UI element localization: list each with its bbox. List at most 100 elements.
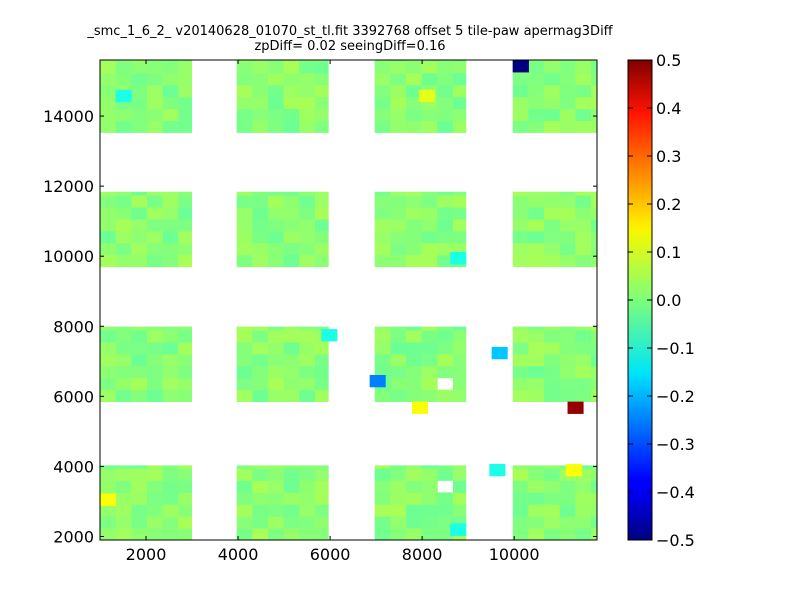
heatmap-cell bbox=[575, 342, 592, 355]
heatmap-cell bbox=[267, 389, 285, 402]
heatmap-cell bbox=[314, 389, 329, 402]
heatmap-cell bbox=[236, 219, 253, 232]
heatmap-cell bbox=[178, 195, 192, 208]
heatmap-cell bbox=[374, 342, 391, 355]
heatmap-cell bbox=[314, 528, 329, 541]
heatmap-cell bbox=[283, 242, 300, 256]
heatmap-cell bbox=[421, 207, 438, 220]
heatmap-cell bbox=[406, 254, 423, 268]
heatmap-cell bbox=[390, 480, 407, 493]
heatmap-cell bbox=[283, 504, 300, 517]
heatmap-cell bbox=[374, 191, 391, 196]
heatmap-cell bbox=[421, 330, 438, 343]
heatmap-cell bbox=[100, 516, 117, 529]
heatmap-cell bbox=[559, 96, 576, 110]
heatmap-cell bbox=[283, 326, 300, 331]
heatmap-cell bbox=[559, 61, 576, 74]
heatmap-cell bbox=[575, 120, 592, 133]
heatmap-cell bbox=[314, 120, 329, 133]
x-tick-label: 10000 bbox=[489, 545, 540, 564]
heatmap-cell bbox=[299, 342, 316, 355]
heatmap-cell bbox=[452, 60, 467, 62]
y-tick-label: 14000 bbox=[43, 107, 94, 126]
heatmap-cell bbox=[437, 230, 454, 244]
heatmap-cell bbox=[236, 242, 253, 256]
heatmap-cell bbox=[528, 389, 545, 402]
heatmap-cell bbox=[100, 480, 117, 493]
heatmap-cell bbox=[100, 465, 117, 469]
heatmap-cell bbox=[131, 195, 148, 208]
heatmap-cell bbox=[162, 108, 179, 122]
heatmap-cell bbox=[437, 492, 454, 505]
heatmap-cell bbox=[283, 389, 300, 402]
heatmap-cell bbox=[544, 389, 561, 402]
heatmap-cell bbox=[314, 353, 329, 367]
heatmap-cell bbox=[314, 219, 329, 232]
heatmap-cell bbox=[421, 504, 438, 517]
heatmap-cell bbox=[575, 377, 592, 391]
heatmap-cell bbox=[544, 468, 561, 481]
heatmap-cell bbox=[146, 504, 163, 517]
heatmap-cell bbox=[544, 195, 561, 208]
heatmap-cell bbox=[299, 230, 316, 244]
heatmap-cell bbox=[421, 468, 438, 481]
heatmap-cell bbox=[452, 342, 467, 355]
heatmap-cell bbox=[559, 84, 576, 98]
heatmap-cell bbox=[321, 329, 338, 342]
heatmap-cell bbox=[236, 108, 253, 122]
heatmap-cell bbox=[283, 230, 300, 244]
heatmap-cell bbox=[283, 191, 300, 196]
heatmap-cell bbox=[314, 492, 329, 505]
heatmap-cell bbox=[390, 465, 407, 469]
heatmap-cell bbox=[390, 528, 407, 541]
x-tick-label: 4000 bbox=[218, 545, 259, 564]
heatmap-cell bbox=[299, 96, 316, 110]
heatmap-cell bbox=[162, 342, 179, 355]
heatmap-cell bbox=[283, 219, 300, 232]
heatmap-cell bbox=[591, 108, 598, 122]
heatmap-cell bbox=[437, 191, 454, 196]
heatmap-cell bbox=[283, 353, 300, 367]
heatmap-cell bbox=[406, 219, 423, 232]
heatmap-cell bbox=[406, 96, 423, 110]
heatmap-cell bbox=[591, 342, 598, 355]
heatmap-cell bbox=[267, 465, 285, 469]
heatmap-cell bbox=[559, 377, 576, 391]
heatmap-cell bbox=[252, 528, 269, 541]
heatmap-cell bbox=[236, 207, 253, 220]
heatmap-cell bbox=[575, 242, 592, 256]
heatmap-cell bbox=[591, 377, 598, 391]
colorbar-tick-label: −0.4 bbox=[656, 483, 695, 502]
heatmap-cell bbox=[512, 96, 529, 110]
heatmap-cell bbox=[512, 207, 529, 220]
heatmap-cell bbox=[131, 242, 148, 256]
heatmap-cell bbox=[528, 342, 545, 355]
heatmap-cell bbox=[115, 353, 132, 367]
heatmap-cell bbox=[236, 72, 253, 86]
heatmap-cell bbox=[178, 254, 192, 268]
heatmap-cell bbox=[528, 61, 545, 74]
heatmap-cell bbox=[115, 219, 132, 232]
heatmap-cell bbox=[544, 326, 561, 331]
heatmap-cell bbox=[100, 342, 117, 355]
heatmap-cell bbox=[421, 219, 438, 232]
heatmap-cell bbox=[299, 516, 316, 529]
heatmap-cell bbox=[314, 230, 329, 244]
heatmap-cell bbox=[146, 342, 163, 355]
heatmap-cell bbox=[267, 492, 285, 505]
heatmap-cell bbox=[544, 84, 561, 98]
heatmap-cell bbox=[267, 60, 285, 62]
heatmap-cell bbox=[437, 353, 454, 367]
heatmap-cell bbox=[267, 219, 285, 232]
heatmap-cell bbox=[421, 492, 438, 505]
heatmap-cell bbox=[162, 219, 179, 232]
heatmap-cell bbox=[559, 120, 576, 133]
heatmap-cell bbox=[115, 516, 132, 529]
heatmap-cell bbox=[146, 516, 163, 529]
heatmap-cell bbox=[452, 96, 467, 110]
heatmap-cell bbox=[299, 207, 316, 220]
heatmap-cell bbox=[575, 96, 592, 110]
heatmap-cell bbox=[452, 120, 467, 133]
heatmap-cell bbox=[100, 242, 117, 256]
heatmap-cell bbox=[100, 377, 117, 391]
